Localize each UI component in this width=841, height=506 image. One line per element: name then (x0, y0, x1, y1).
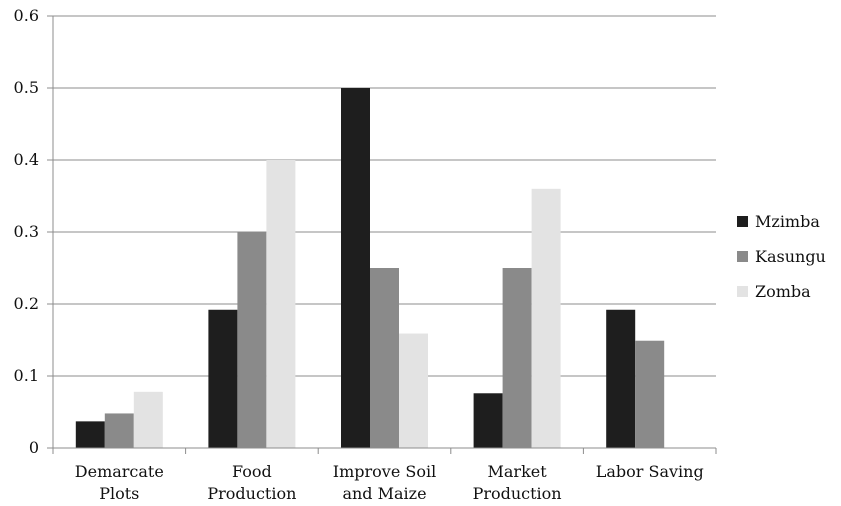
x-category-label: and Maize (342, 484, 426, 503)
legend: Mzimba Kasungu Zomba (737, 212, 826, 301)
y-axis-ticks: 0 0.1 0.2 0.3 0.4 0.5 0.6 (14, 6, 53, 457)
legend-swatch-zomba (737, 286, 748, 297)
bar-zomba-1 (266, 160, 296, 448)
legend-swatch-kasungu (737, 251, 748, 262)
x-category-label: Production (207, 484, 296, 503)
y-tick-label: 0 (29, 438, 39, 457)
bar-mzimba-0 (75, 421, 105, 448)
legend-label-kasungu: Kasungu (755, 247, 826, 266)
bar-kasungu-0 (104, 413, 134, 448)
bar-mzimba-3 (473, 393, 503, 448)
legend-label-mzimba: Mzimba (755, 212, 820, 231)
legend-swatch-mzimba (737, 216, 748, 227)
y-tick-label: 0.1 (14, 366, 39, 385)
bar-mzimba-4 (606, 309, 636, 448)
legend-label-zomba: Zomba (755, 282, 811, 301)
bar-kasungu-4 (635, 340, 665, 448)
bar-zomba-2 (399, 333, 428, 448)
x-category-label: Labor Saving (596, 462, 704, 481)
x-category-label: Demarcate (75, 462, 164, 481)
gridlines (53, 15, 716, 377)
bar-zomba-0 (133, 391, 163, 448)
bar-mzimba-1 (208, 309, 238, 448)
x-category-label: Food (232, 462, 272, 481)
x-axis-labels: Demarcate Plots Food Production Improve Soil… (75, 462, 704, 503)
bar-kasungu-2 (370, 268, 399, 448)
bar-kasungu-3 (502, 268, 532, 448)
bars (75, 88, 665, 449)
x-category-label: Plots (99, 484, 139, 503)
y-tick-label: 0.4 (14, 150, 39, 169)
x-category-label: Improve Soil (333, 462, 436, 481)
y-tick-label: 0.6 (14, 6, 39, 25)
x-category-label: Production (473, 484, 562, 503)
y-tick-label: 0.3 (14, 222, 39, 241)
x-category-label: Market (488, 462, 548, 481)
bar-zomba-3 (531, 188, 561, 449)
bar-kasungu-1 (237, 232, 267, 448)
y-tick-label: 0.2 (14, 294, 39, 313)
y-tick-label: 0.5 (14, 78, 39, 97)
bar-mzimba-2 (341, 88, 370, 448)
